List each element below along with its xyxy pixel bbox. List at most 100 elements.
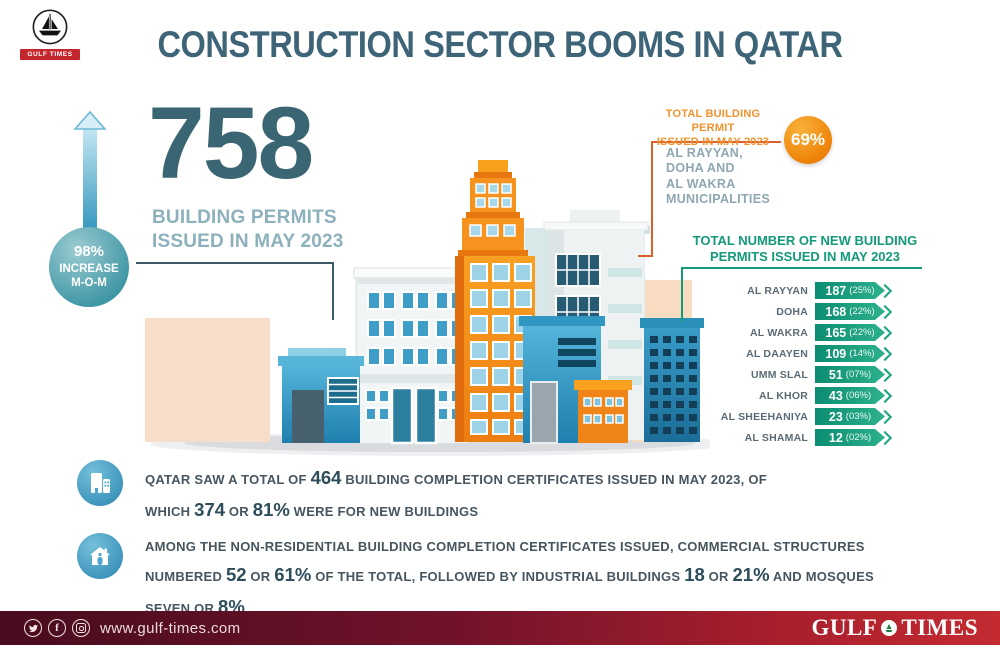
text-segment: . bbox=[244, 601, 249, 617]
building-blue-medium bbox=[519, 316, 605, 444]
text-segment: OR bbox=[246, 568, 275, 584]
chart-bar-pct: (14%) bbox=[849, 348, 875, 359]
chart-row: DOHA 168 (22%) bbox=[640, 301, 893, 322]
municipality-line: AL RAYYAN, bbox=[666, 146, 743, 160]
chart-bar-value: 187 bbox=[825, 283, 847, 298]
chevron-right-icon bbox=[877, 430, 893, 445]
permits-bar-chart: AL RAYYAN 187 (25%) DOHA 168 (22%) AL WAKR… bbox=[640, 280, 893, 448]
chart-title: TOTAL NUMBER OF NEW BUILDING PERMITS ISS… bbox=[690, 233, 920, 265]
stat-number: 21% bbox=[732, 563, 770, 585]
chart-bar: 187 (25%) bbox=[815, 282, 885, 299]
mini-dhow-icon bbox=[881, 620, 898, 636]
chart-bar-pct: (25%) bbox=[849, 285, 875, 296]
municipality-line: MUNICIPALITIES bbox=[666, 192, 770, 207]
social-icons: f bbox=[24, 619, 90, 637]
page-title: CONSTRUCTION SECTOR BOOMS IN QATAR bbox=[157, 24, 843, 65]
chart-row: AL RAYYAN 187 (25%) bbox=[640, 280, 893, 301]
gulf-times-logo: GULF TIMES bbox=[20, 8, 80, 60]
text-segment: BUILDING COMPLETION CERTIFICATES ISSUED … bbox=[145, 472, 767, 520]
chevron-right-icon bbox=[877, 283, 893, 298]
permit-share-title: TOTAL BUILDING PERMIT ISSUED IN MAY 2023 bbox=[648, 108, 778, 149]
text-segment: QATAR SAW A TOTAL OF bbox=[145, 472, 311, 487]
chart-row-label: AL SHEEHANIYA bbox=[720, 410, 808, 423]
chart-bar-pct: (02%) bbox=[845, 432, 872, 443]
dhow-logo-icon bbox=[32, 9, 68, 45]
chart-title-line1: TOTAL NUMBER OF NEW BUILDING bbox=[692, 233, 918, 248]
text-segment: OR bbox=[225, 504, 253, 520]
chart-bar-value: 165 bbox=[825, 325, 847, 340]
text-segment: AMONG THE NON-RESIDENTIAL BUILDING COMPL… bbox=[145, 539, 865, 584]
permit-share-title-line2: ISSUED IN MAY 2023 bbox=[656, 135, 770, 148]
total-permits-value: 758 bbox=[148, 86, 314, 200]
chart-row-label: AL KHOR bbox=[758, 389, 808, 402]
chart-bar-value: 43 bbox=[828, 388, 843, 403]
chart-bar: 109 (14%) bbox=[815, 345, 885, 362]
instagram-icon[interactable] bbox=[72, 619, 90, 637]
chart-bar: 168 (22%) bbox=[815, 303, 885, 320]
text-segment: OF THE TOTAL, FOLLOWED BY INDUSTRIAL BUI… bbox=[311, 568, 685, 584]
building-orange-small bbox=[574, 380, 632, 443]
stat-number: 61% bbox=[274, 563, 312, 585]
chart-bar: 51 (07%) bbox=[815, 366, 885, 383]
buildings-icon bbox=[91, 473, 110, 493]
building-certificate-icon bbox=[77, 460, 123, 506]
text-segment: WERE FOR NEW BUILDINGS bbox=[289, 504, 479, 520]
logo-banner-text: GULF TIMES bbox=[20, 49, 80, 60]
chart-bar-value: 168 bbox=[825, 304, 847, 319]
non-residential-text: AMONG THE NON-RESIDENTIAL BUILDING COMPL… bbox=[145, 536, 905, 624]
chart-row: AL WAKRA 165 (22%) bbox=[640, 322, 893, 343]
website-url[interactable]: www.gulf-times.com bbox=[100, 619, 241, 637]
chevron-right-icon bbox=[877, 346, 893, 361]
chevron-right-icon bbox=[877, 304, 893, 319]
chart-bar-pct: (22%) bbox=[849, 306, 875, 317]
footer-gulf-times-logo: GULF TIMES bbox=[811, 615, 978, 641]
increase-arrow-head-icon bbox=[73, 110, 107, 130]
chart-bar-pct: (22%) bbox=[849, 327, 875, 338]
house-icon bbox=[90, 547, 110, 565]
twitter-icon[interactable] bbox=[24, 619, 42, 637]
chart-row-label: UMM SLAL bbox=[750, 368, 808, 381]
footer-logo-gulf: GULF bbox=[811, 615, 878, 640]
permit-share-title-line1: TOTAL BUILDING PERMIT bbox=[665, 108, 761, 134]
increase-arrow-shaft bbox=[83, 128, 97, 236]
chart-bar-pct: (06%) bbox=[845, 390, 872, 401]
municipality-line: DOHA AND bbox=[666, 161, 735, 176]
municipality-line: AL WAKRA bbox=[666, 176, 736, 191]
stat-number: 374 bbox=[194, 499, 226, 521]
building-blue-small bbox=[278, 348, 364, 443]
total-permits-label-line2: ISSUED IN MAY 2023 bbox=[152, 230, 344, 252]
chart-bar-value: 23 bbox=[828, 409, 843, 424]
chart-bar: 43 (06%) bbox=[815, 387, 885, 404]
chart-row-label: AL DAAYEN bbox=[746, 347, 808, 360]
chart-bar-value: 12 bbox=[828, 430, 843, 445]
building-orange-tower bbox=[455, 160, 535, 442]
chart-bar: 23 (03%) bbox=[815, 408, 885, 425]
total-permits-label: BUILDING PERMITS ISSUED IN MAY 2023 bbox=[152, 206, 344, 254]
chart-row: UMM SLAL 51 (07%) bbox=[640, 364, 893, 385]
chart-row: AL SHEEHANIYA 23 (03%) bbox=[640, 406, 893, 427]
chevron-right-icon bbox=[877, 388, 893, 403]
stat-number: 18 bbox=[684, 563, 705, 585]
building-white-midrise bbox=[353, 267, 473, 445]
facebook-icon[interactable]: f bbox=[48, 619, 66, 637]
stat-number: 464 bbox=[310, 467, 342, 488]
text-segment: OR bbox=[704, 568, 733, 584]
chart-row-label: AL WAKRA bbox=[750, 326, 808, 339]
chart-row-label: AL RAYYAN bbox=[747, 284, 808, 297]
chevron-right-icon bbox=[877, 325, 893, 340]
chart-title-line2: PERMITS ISSUED IN MAY 2023 bbox=[709, 248, 900, 264]
mom-increase-line1: INCREASE bbox=[59, 263, 119, 275]
completion-certificates-text: QATAR SAW A TOTAL OF 464 BUILDING COMPLE… bbox=[145, 462, 785, 527]
chart-bar-value: 109 bbox=[825, 346, 847, 361]
chart-row-label: DOHA bbox=[776, 305, 808, 318]
chart-row: AL SHAMAL 12 (02%) bbox=[640, 427, 893, 448]
footer-bar: f www.gulf-times.com GULF TIMES bbox=[0, 611, 1000, 645]
chart-bar-value: 51 bbox=[828, 367, 843, 382]
mom-increase-line2: M-O-M bbox=[71, 277, 107, 290]
stat-number: 81% bbox=[252, 499, 290, 521]
total-permits-label-line1: BUILDING PERMITS bbox=[152, 207, 337, 228]
chart-bar-pct: (07%) bbox=[845, 369, 872, 380]
chart-bar-pct: (03%) bbox=[845, 411, 872, 422]
permit-share-municipalities: AL RAYYAN, DOHA AND AL WAKRA MUNICIPALIT… bbox=[666, 146, 770, 208]
